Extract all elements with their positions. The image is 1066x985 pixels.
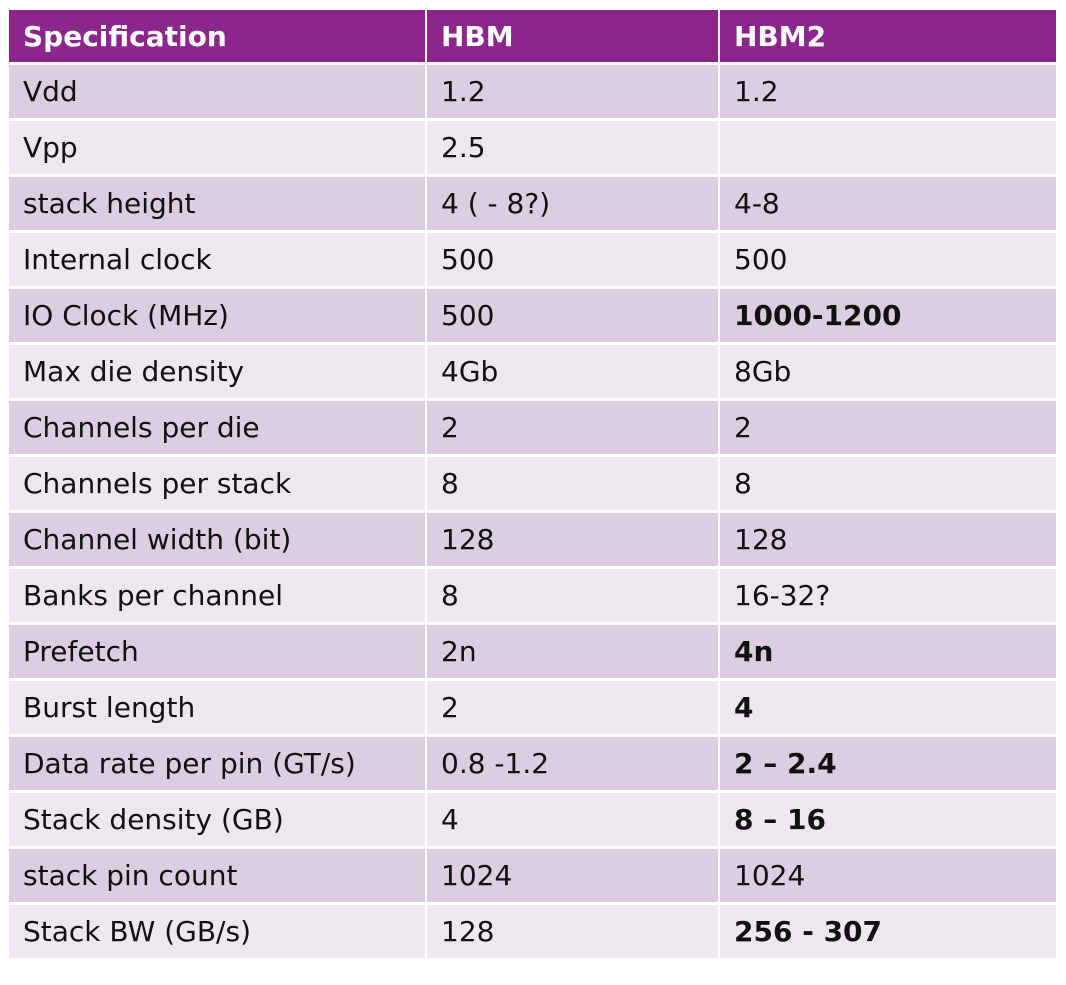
row-hbm-cell: 2	[426, 399, 720, 457]
header-specification: Specification	[9, 10, 427, 65]
row-hbm2-cell: 128	[719, 511, 1056, 569]
table-row: Max die density 4Gb 8Gb	[9, 343, 1056, 401]
table-row: Banks per channel 8 16-32?	[9, 567, 1056, 625]
row-hbm2-cell: 1024	[719, 847, 1056, 905]
row-hbm2-cell: 2	[719, 399, 1056, 457]
row-spec-cell: Data rate per pin (GT/s)	[9, 735, 427, 793]
row-hbm2-cell: 16-32?	[719, 567, 1056, 625]
row-hbm2-cell: 4n	[719, 623, 1056, 681]
row-hbm-cell: 4Gb	[426, 343, 720, 401]
table-body: Vdd 1.2 1.2 Vpp 2.5 stack height 4 ( - 8?) 4-8 I…	[9, 63, 1056, 961]
row-spec-cell: Prefetch	[9, 623, 427, 681]
row-hbm2-cell: 8	[719, 455, 1056, 513]
row-hbm-cell: 500	[426, 287, 720, 345]
row-hbm-cell: 4	[426, 791, 720, 849]
row-spec-cell: Channels per die	[9, 399, 427, 457]
row-hbm2-cell: 8Gb	[719, 343, 1056, 401]
row-hbm-cell: 128	[426, 511, 720, 569]
table-row: stack height 4 ( - 8?) 4-8	[9, 175, 1056, 233]
row-hbm-cell: 8	[426, 455, 720, 513]
table-row: Burst length 2 4	[9, 679, 1056, 737]
row-hbm-cell: 2	[426, 679, 720, 737]
row-spec-cell: Channel width (bit)	[9, 511, 427, 569]
table-row: Vpp 2.5	[9, 119, 1056, 177]
spec-comparison-table: Specification HBM HBM2 Vdd 1.2 1.2 Vpp 2.5 st…	[9, 10, 1056, 961]
row-spec-cell: Channels per stack	[9, 455, 427, 513]
table-row: Channels per die 2 2	[9, 399, 1056, 457]
row-hbm-cell: 2n	[426, 623, 720, 681]
header-hbm2: HBM2	[719, 10, 1056, 65]
row-hbm2-cell: 4-8	[719, 175, 1056, 233]
row-hbm2-cell: 500	[719, 231, 1056, 289]
row-hbm2-cell: 2 – 2.4	[719, 735, 1056, 793]
table-row: Vdd 1.2 1.2	[9, 63, 1056, 121]
row-spec-cell: stack height	[9, 175, 427, 233]
row-hbm2-cell: 256 - 307	[719, 903, 1056, 961]
table-row: Data rate per pin (GT/s) 0.8 -1.2 2 – 2.4	[9, 735, 1056, 793]
row-hbm2-cell: 4	[719, 679, 1056, 737]
table-row: IO Clock (MHz) 500 1000-1200	[9, 287, 1056, 345]
row-spec-cell: Vdd	[9, 63, 427, 121]
row-hbm-cell: 500	[426, 231, 720, 289]
table-row: Stack BW (GB/s) 128 256 - 307	[9, 903, 1056, 961]
table-row: Channel width (bit) 128 128	[9, 511, 1056, 569]
row-spec-cell: Max die density	[9, 343, 427, 401]
row-spec-cell: Stack BW (GB/s)	[9, 903, 427, 961]
row-hbm2-cell: 1000-1200	[719, 287, 1056, 345]
row-hbm-cell: 128	[426, 903, 720, 961]
row-hbm2-cell	[719, 119, 1056, 177]
table-header-row: Specification HBM HBM2	[9, 10, 1056, 65]
row-spec-cell: Internal clock	[9, 231, 427, 289]
row-hbm2-cell: 1.2	[719, 63, 1056, 121]
row-hbm-cell: 4 ( - 8?)	[426, 175, 720, 233]
table-row: Prefetch 2n 4n	[9, 623, 1056, 681]
row-spec-cell: Burst length	[9, 679, 427, 737]
row-hbm-cell: 8	[426, 567, 720, 625]
table-row: stack pin count 1024 1024	[9, 847, 1056, 905]
row-hbm-cell: 0.8 -1.2	[426, 735, 720, 793]
table-row: Internal clock 500 500	[9, 231, 1056, 289]
row-hbm-cell: 1024	[426, 847, 720, 905]
row-spec-cell: stack pin count	[9, 847, 427, 905]
row-spec-cell: Banks per channel	[9, 567, 427, 625]
row-hbm-cell: 2.5	[426, 119, 720, 177]
header-hbm: HBM	[426, 10, 720, 65]
table-row: Stack density (GB) 4 8 – 16	[9, 791, 1056, 849]
row-spec-cell: Stack density (GB)	[9, 791, 427, 849]
row-hbm-cell: 1.2	[426, 63, 720, 121]
row-spec-cell: IO Clock (MHz)	[9, 287, 427, 345]
row-hbm2-cell: 8 – 16	[719, 791, 1056, 849]
table-row: Channels per stack 8 8	[9, 455, 1056, 513]
row-spec-cell: Vpp	[9, 119, 427, 177]
